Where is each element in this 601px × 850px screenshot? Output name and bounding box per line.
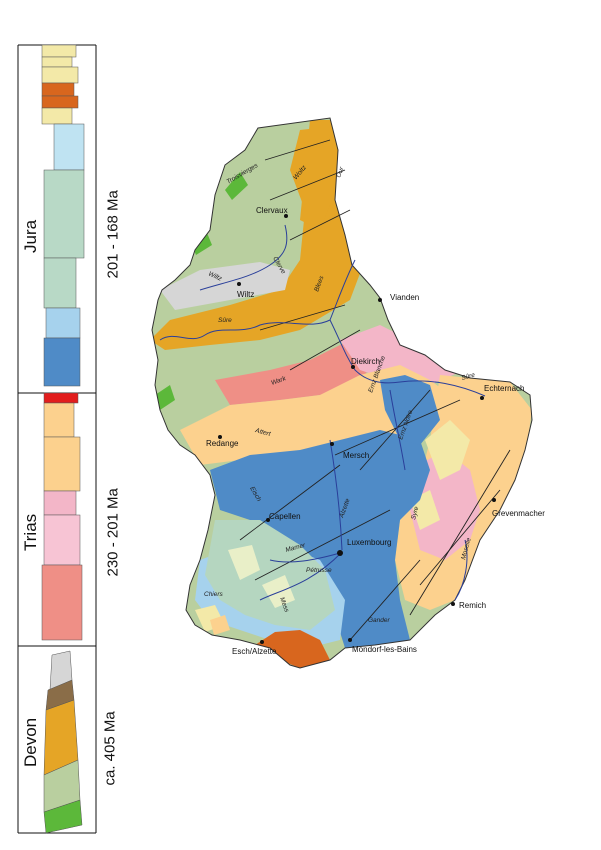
map-units xyxy=(152,118,532,668)
svg-text:Chiers: Chiers xyxy=(204,591,224,598)
fault-lines xyxy=(239,139,511,641)
svg-text:Wark: Wark xyxy=(270,375,287,387)
svg-text:Luxembourg: Luxembourg xyxy=(347,538,391,547)
svg-text:Syre: Syre xyxy=(410,505,420,520)
jura-layers xyxy=(41,44,85,387)
svg-text:Attert: Attert xyxy=(254,427,273,438)
svg-text:Esch/Alzette: Esch/Alzette xyxy=(232,647,277,656)
trias-layers xyxy=(41,392,83,641)
svg-text:Sûre: Sûre xyxy=(218,317,232,324)
svg-text:Remich: Remich xyxy=(459,601,486,610)
svg-text:Vianden: Vianden xyxy=(390,293,419,302)
svg-text:Echternach: Echternach xyxy=(484,384,524,393)
svg-text:Sûre: Sûre xyxy=(461,372,476,382)
svg-text:Wiltz: Wiltz xyxy=(237,290,254,299)
devon-layers xyxy=(43,650,83,834)
town-markers xyxy=(218,214,496,644)
svg-text:Mersch: Mersch xyxy=(343,451,369,460)
svg-text:Pétrusse: Pétrusse xyxy=(306,567,332,574)
country-border xyxy=(151,117,533,669)
svg-text:Our: Our xyxy=(335,165,346,178)
svg-text:Mondorf-les-Bains: Mondorf-les-Bains xyxy=(352,645,417,654)
svg-text:Clervaux: Clervaux xyxy=(256,206,288,215)
svg-text:Gander: Gander xyxy=(368,617,391,624)
svg-text:Redange: Redange xyxy=(206,439,239,448)
svg-text:Capellen: Capellen xyxy=(269,512,301,521)
stratigraphic-column xyxy=(17,44,97,834)
svg-text:Grevenmacher: Grevenmacher xyxy=(492,509,545,518)
town-labels: Clervaux Wiltz Vianden Diekirch Echterna… xyxy=(206,206,545,656)
rivers xyxy=(159,224,486,601)
svg-text:Diekirch: Diekirch xyxy=(351,357,380,366)
